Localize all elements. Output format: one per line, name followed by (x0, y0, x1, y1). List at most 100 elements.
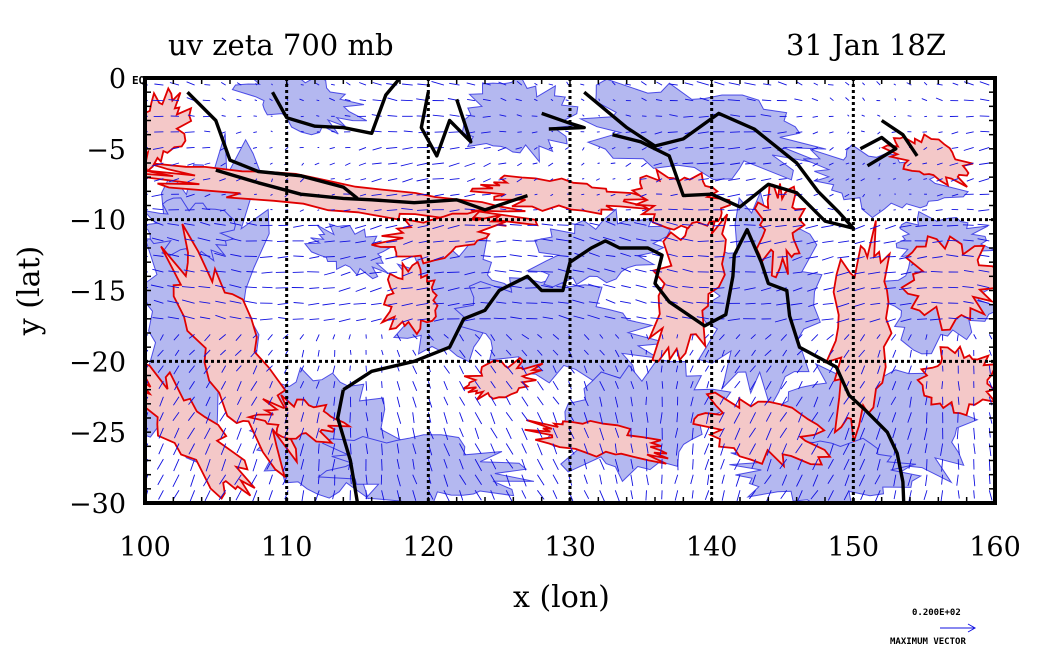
wind-vector (552, 396, 560, 405)
wind-vector (980, 98, 990, 102)
wind-vector (322, 302, 335, 306)
wind-vector (510, 316, 522, 320)
wind-vector (860, 490, 866, 501)
wind-vector (940, 443, 944, 456)
wind-vector (387, 178, 398, 182)
wind-vector (536, 443, 543, 456)
wind-vector (614, 443, 617, 453)
wind-vector (689, 349, 694, 356)
wind-vector (396, 381, 401, 391)
wind-vector (497, 146, 507, 152)
wind-vector (963, 316, 974, 320)
wind-vector (640, 81, 647, 86)
wind-vector (655, 178, 663, 183)
wind-vector (798, 381, 803, 390)
wind-vector (822, 302, 834, 305)
wind-vector (572, 269, 585, 273)
wind-vector (690, 381, 694, 389)
wind-vector (630, 459, 634, 470)
wind-vector (714, 240, 725, 243)
wind-vector (923, 147, 928, 151)
wind-vector (625, 193, 632, 196)
wind-vector (874, 474, 881, 485)
wind-vector (762, 209, 772, 212)
wind-vector (844, 427, 850, 441)
wind-vector (493, 256, 507, 258)
wind-vector (218, 490, 227, 501)
wind-vector (482, 98, 491, 102)
wind-vector (459, 334, 464, 342)
wind-vector (630, 365, 633, 372)
wind-vector (190, 458, 196, 472)
wind-vector (886, 302, 896, 305)
wind-vector (827, 427, 834, 439)
wind-vector (252, 365, 258, 375)
wind-vector (650, 317, 663, 320)
wind-vector (483, 178, 491, 183)
positive-vorticity-area (630, 167, 731, 231)
wind-vector (386, 193, 398, 197)
wind-vector (253, 131, 258, 134)
wind-vector (640, 131, 647, 134)
wind-vector (734, 396, 741, 408)
wind-vector (401, 302, 413, 307)
wind-vector (371, 193, 382, 197)
wind-vector (448, 162, 460, 167)
wind-vector (556, 238, 569, 242)
wind-vector (728, 82, 741, 86)
wind-vector (908, 458, 912, 469)
wind-vector (988, 474, 991, 485)
wind-vector (829, 97, 834, 102)
wind-vector (365, 365, 367, 372)
wind-vector (412, 349, 417, 356)
wind-vector (463, 318, 476, 322)
wind-vector (845, 178, 850, 181)
wind-vector (957, 459, 960, 470)
wind-vector (682, 268, 694, 273)
wind-vector (474, 349, 482, 357)
wind-vector (183, 269, 195, 273)
wind-vector (957, 506, 958, 516)
wind-vector (537, 349, 543, 356)
wind-vector (236, 506, 242, 515)
y-tick-label: −25 (69, 418, 126, 449)
wind-vector (823, 271, 834, 275)
wind-vector (675, 506, 678, 513)
wind-vector (636, 238, 647, 242)
wind-vector (467, 98, 476, 102)
wind-vector (676, 334, 679, 339)
wind-vector (498, 81, 507, 86)
wind-vector (325, 224, 335, 229)
wind-vector (490, 427, 498, 439)
wind-vector (205, 380, 211, 389)
wind-vector (940, 490, 944, 502)
wind-vector (199, 301, 211, 304)
wind-vector (582, 147, 585, 151)
wind-vector (464, 146, 476, 150)
wind-vector (719, 396, 725, 405)
wind-vector (696, 316, 709, 320)
wind-vector (714, 178, 725, 182)
wind-vector (552, 427, 558, 439)
wind-vector (691, 427, 694, 441)
wind-vector (534, 98, 538, 102)
wind-vector (505, 349, 512, 356)
wind-vector (397, 506, 399, 514)
wind-vector (462, 302, 476, 306)
wind-vector (868, 240, 881, 244)
wind-vector (158, 380, 164, 390)
wind-vector (449, 146, 460, 150)
wind-vector (474, 458, 482, 472)
wind-vector (777, 81, 787, 86)
wind-vector (906, 82, 912, 86)
wind-vector (418, 240, 429, 244)
wind-vector (323, 271, 335, 276)
wind-vector (744, 208, 756, 211)
wind-vector (387, 97, 398, 102)
wind-vector (540, 301, 554, 304)
wind-vector (704, 365, 710, 372)
wind-vector (152, 317, 164, 320)
wind-vector (271, 178, 273, 183)
vector-scale-value: 0.200E+02 (912, 608, 961, 618)
wind-vector (572, 299, 585, 304)
